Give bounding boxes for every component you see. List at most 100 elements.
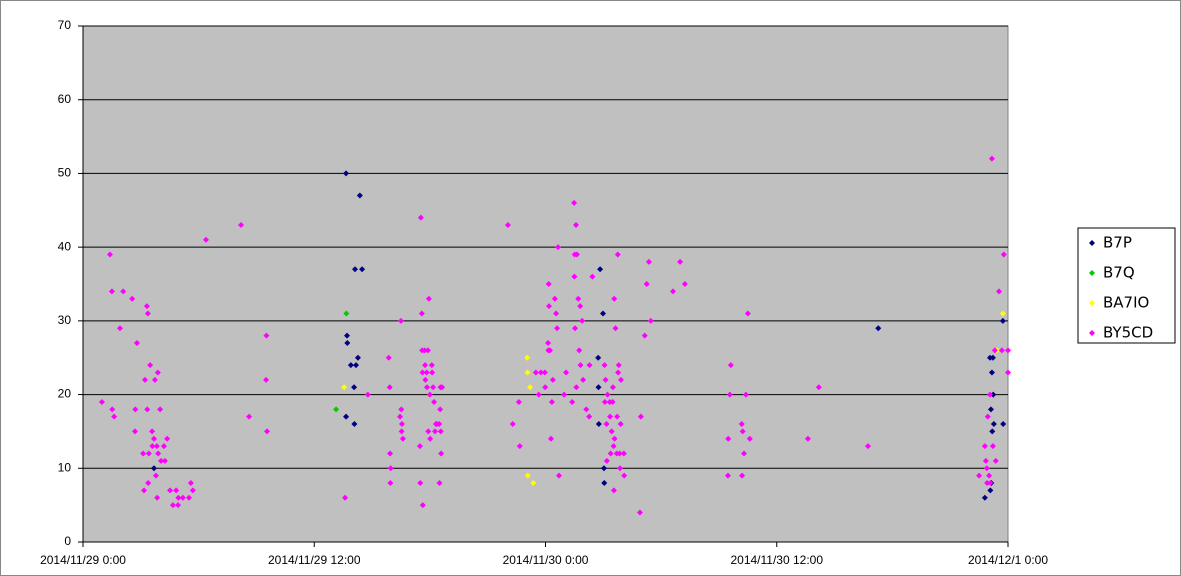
- point: [504, 222, 511, 229]
- point: [155, 450, 162, 457]
- point: [589, 273, 596, 280]
- point: [554, 325, 561, 332]
- point: [144, 406, 151, 413]
- point: [164, 435, 171, 442]
- point: [353, 362, 360, 369]
- point: [600, 465, 607, 472]
- y-tick-label: 30: [58, 313, 72, 327]
- point: [586, 362, 593, 369]
- point: [621, 472, 628, 479]
- point: [984, 413, 991, 420]
- point: [976, 472, 983, 479]
- point: [996, 288, 1003, 295]
- point: [614, 413, 621, 420]
- point: [109, 406, 116, 413]
- point: [987, 480, 994, 487]
- point: [551, 295, 558, 302]
- legend-label: BA7IO: [1103, 294, 1149, 312]
- point: [601, 480, 608, 487]
- point: [173, 487, 180, 494]
- point: [141, 376, 148, 383]
- point: [423, 384, 430, 391]
- point: [987, 391, 994, 398]
- point: [151, 376, 158, 383]
- point: [548, 398, 555, 405]
- point: [601, 398, 608, 405]
- point: [129, 295, 136, 302]
- point: [577, 362, 584, 369]
- point: [998, 347, 1005, 354]
- x-tick-label: 2014/11/30 12:00: [730, 553, 823, 567]
- point: [418, 310, 425, 317]
- point: [154, 494, 161, 501]
- point: [427, 435, 434, 442]
- x-tick-label: 2014/11/30 0:00: [503, 553, 589, 567]
- point: [744, 310, 751, 317]
- point: [120, 288, 127, 295]
- point: [617, 465, 624, 472]
- point: [575, 295, 582, 302]
- point: [573, 384, 580, 391]
- point: [106, 251, 113, 258]
- point: [398, 428, 405, 435]
- legend-label: B7P: [1103, 234, 1132, 252]
- point: [397, 317, 404, 324]
- point: [387, 450, 394, 457]
- point: [561, 391, 568, 398]
- point: [132, 428, 139, 435]
- y-tick-label: 10: [58, 460, 72, 474]
- point: [641, 332, 648, 339]
- point: [429, 369, 436, 376]
- point: [579, 317, 586, 324]
- point: [583, 406, 590, 413]
- point: [424, 347, 431, 354]
- legend-label: BY5CD: [1103, 324, 1153, 342]
- point: [352, 266, 359, 273]
- point: [152, 472, 159, 479]
- point: [397, 413, 404, 420]
- point: [431, 398, 438, 405]
- point: [577, 303, 584, 310]
- point: [608, 428, 615, 435]
- point: [351, 384, 358, 391]
- point: [387, 465, 394, 472]
- point: [133, 339, 140, 346]
- point: [169, 502, 176, 509]
- point: [609, 398, 616, 405]
- point: [611, 295, 618, 302]
- point: [524, 472, 531, 479]
- point: [419, 502, 426, 509]
- point: [991, 347, 998, 354]
- point: [351, 421, 358, 428]
- point: [143, 303, 150, 310]
- y-tick-label: 60: [58, 92, 72, 106]
- point: [398, 406, 405, 413]
- point: [555, 244, 562, 251]
- point: [364, 391, 371, 398]
- point: [428, 362, 435, 369]
- point: [727, 362, 734, 369]
- point: [386, 384, 393, 391]
- y-tick-label: 40: [58, 239, 72, 253]
- point: [573, 222, 580, 229]
- point: [595, 421, 602, 428]
- point: [549, 376, 556, 383]
- point: [739, 472, 746, 479]
- point: [153, 443, 160, 450]
- point: [157, 406, 164, 413]
- point: [140, 450, 147, 457]
- point: [603, 421, 610, 428]
- point: [547, 435, 554, 442]
- point: [815, 384, 822, 391]
- legend-marker: [1089, 330, 1095, 336]
- point: [343, 413, 350, 420]
- point: [149, 443, 156, 450]
- point: [607, 413, 614, 420]
- point: [546, 347, 553, 354]
- point: [161, 457, 168, 464]
- point: [725, 435, 732, 442]
- point: [509, 421, 516, 428]
- point: [132, 406, 139, 413]
- point: [597, 266, 604, 273]
- point: [637, 413, 644, 420]
